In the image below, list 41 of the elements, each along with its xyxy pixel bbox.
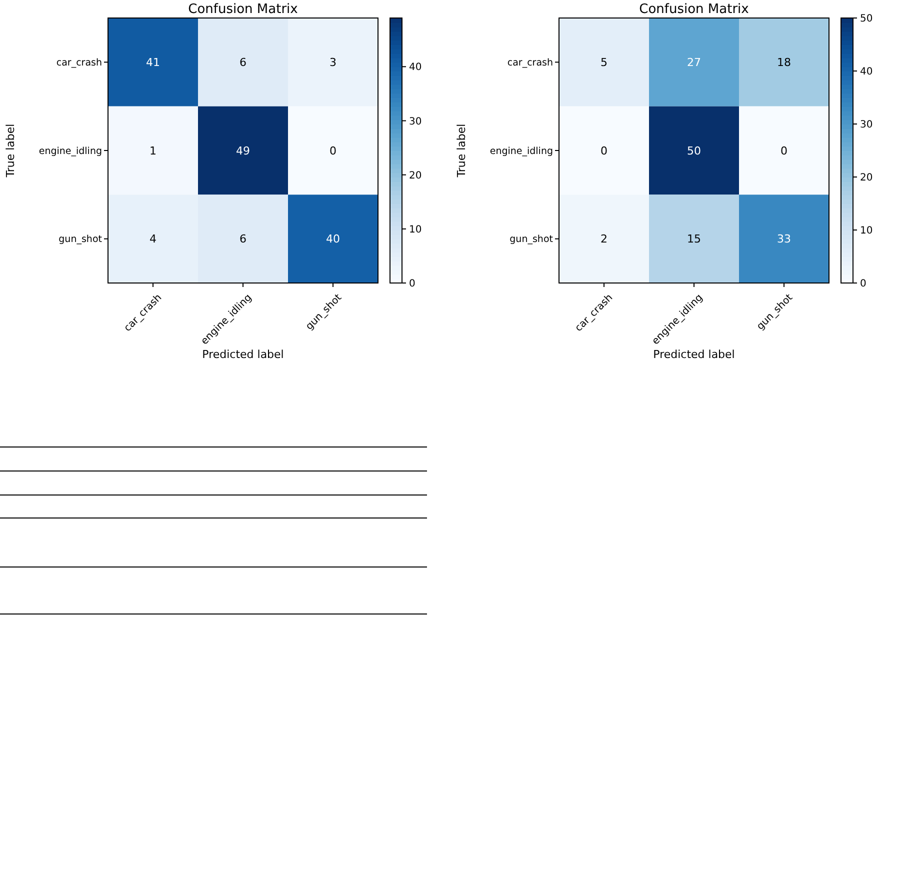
color-bar-label: 20 [409, 170, 422, 182]
x-axis-title: Predicted label [653, 348, 735, 361]
data-label: 6 [240, 232, 246, 246]
color-bar-label: 0 [860, 278, 866, 290]
y-tick-label: gun_shot [510, 234, 554, 246]
color-bar-label: 20 [860, 172, 873, 184]
color-bar-label: 50 [860, 14, 873, 24]
y-tick-label: car_crash [507, 57, 553, 68]
color-bar-label: 40 [409, 62, 422, 74]
data-label: 0 [780, 144, 788, 158]
color-bar-label: 40 [860, 66, 873, 78]
data-label: 15 [687, 232, 701, 246]
y-axis-title: True label [4, 124, 17, 178]
data-label: 49 [236, 144, 250, 158]
data-label: 3 [330, 56, 336, 70]
color-bar-label: 30 [409, 116, 422, 128]
data-label: 27 [687, 56, 701, 70]
data-label: 6 [240, 56, 246, 70]
data-label: 41 [146, 56, 160, 70]
color-bar-label: 0 [409, 278, 416, 290]
data-label: 2 [600, 232, 608, 246]
y-tick-label: car_crash [56, 57, 102, 68]
data-label: 50 [687, 144, 701, 158]
chart-title: Confusion Matrix [639, 2, 750, 17]
data-label: 40 [326, 232, 340, 246]
data-label: 5 [600, 56, 608, 70]
data-label: 18 [777, 56, 791, 70]
data-label: 0 [600, 144, 608, 158]
color-bar-label: 10 [409, 224, 422, 236]
chart-title: Confusion Matrix [188, 2, 298, 17]
y-tick-label: engine_idling [490, 146, 553, 157]
data-label: 33 [777, 232, 791, 246]
data-label: 1 [150, 144, 156, 158]
color-bar-label: 30 [860, 120, 873, 130]
x-axis-title: Predicted label [202, 348, 284, 361]
y-axis-title: True label [455, 124, 468, 178]
data-label: 4 [150, 232, 156, 246]
color-bar-label: 10 [860, 226, 873, 236]
y-tick-label: gun_shot [58, 234, 102, 246]
y-tick-label: engine_idling [38, 146, 102, 157]
data-label: 0 [330, 144, 336, 158]
